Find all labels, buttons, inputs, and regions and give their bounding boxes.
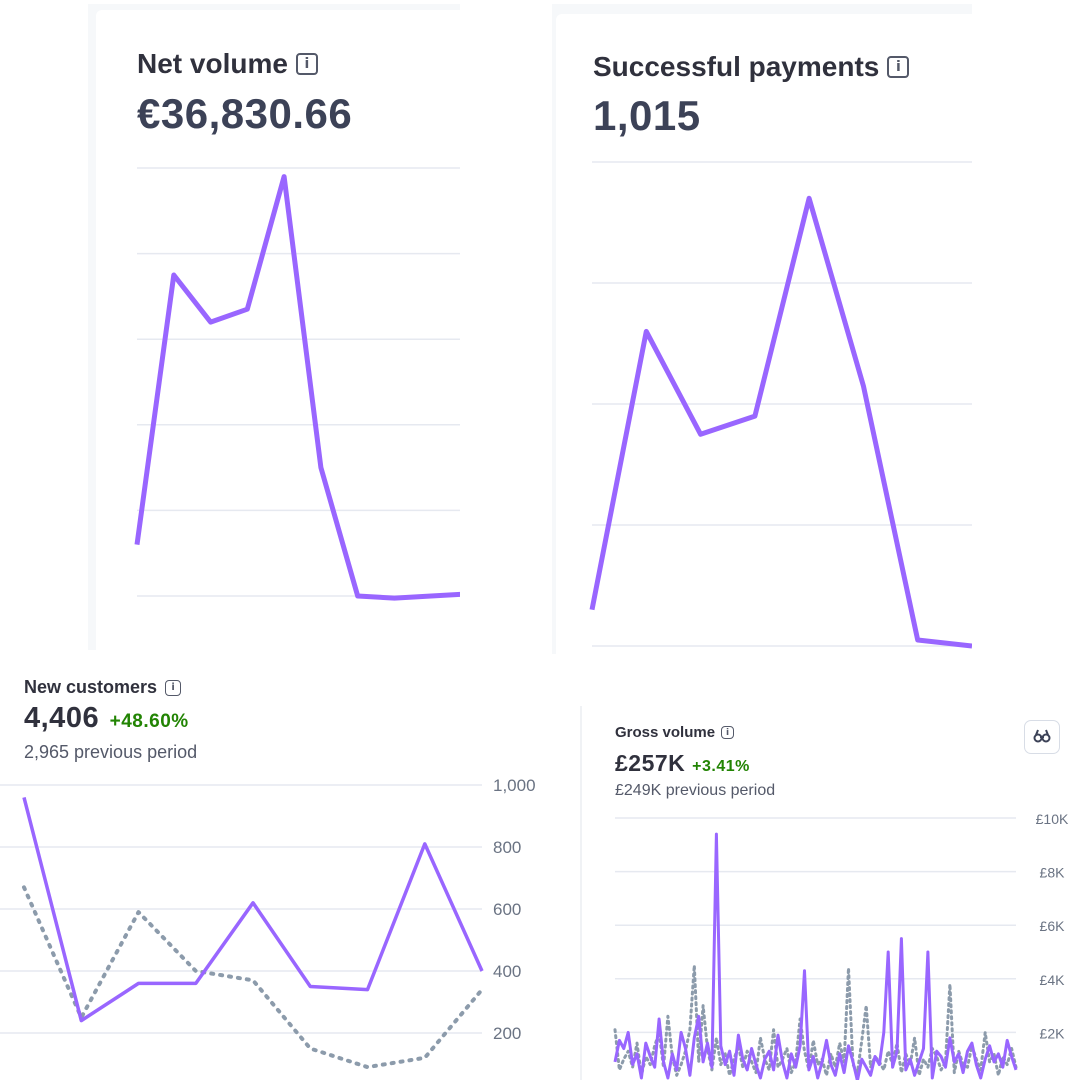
new-customers-title: New customers (24, 677, 158, 697)
successful-payments-value: 1,015 (593, 92, 701, 139)
gross-volume-chart: £10K £8K £6K £4K £2K (613, 811, 1069, 1080)
new-customers-chart: 1,000 800 600 400 200 (0, 776, 536, 1070)
y-tick-label: 200 (493, 1024, 521, 1043)
successful-payments-chart (589, 161, 972, 649)
comparison-series-line (613, 963, 1018, 1077)
series-line (134, 174, 460, 601)
y-tick-label: £6K (1040, 918, 1066, 934)
y-tick-label: 600 (493, 900, 521, 919)
successful-payments-panel: Successful payments i 1,015 (552, 4, 972, 654)
y-tick-label: 800 (493, 838, 521, 857)
gross-volume-value-row: £257K +3.41% (615, 750, 750, 777)
gross-volume-panel[interactable]: Gross volume i £257K +3.41% £249K previo… (580, 706, 1080, 1080)
successful-payments-title-row: Successful payments i (593, 51, 910, 83)
net-volume-title-row: Net volume i (137, 48, 318, 80)
y-tick-label: £8K (1040, 865, 1066, 881)
gross-volume-change: +3.41% (692, 758, 750, 775)
y-tick-label: £10K (1036, 811, 1069, 827)
new-customers-value: 4,406 (24, 702, 100, 734)
net-volume-panel: Net volume i €36,830.66 (88, 4, 460, 654)
y-tick-label: £4K (1040, 972, 1066, 988)
new-customers-previous: 2,965 previous period (24, 742, 198, 762)
gross-volume-previous: £249K previous period (615, 782, 776, 799)
info-icon[interactable]: i (165, 679, 182, 696)
gross-volume-title-row: Gross volume i (615, 724, 735, 741)
y-tick-label: 1,000 (493, 776, 536, 795)
new-customers-panel[interactable]: New customers i 4,406 +48.60% 2,965 prev… (0, 650, 540, 1080)
net-volume-card[interactable]: Net volume i €36,830.66 (96, 10, 460, 654)
y-tick-label: £2K (1040, 1025, 1066, 1041)
net-volume-value: €36,830.66 (137, 90, 353, 137)
expand-chart-button[interactable] (1024, 720, 1060, 754)
successful-payments-title: Successful payments (593, 51, 880, 82)
info-icon[interactable]: i (887, 56, 910, 78)
gross-volume-value: £257K (615, 750, 686, 776)
y-tick-label: 400 (493, 962, 521, 981)
info-icon[interactable]: i (295, 53, 318, 75)
net-volume-title: Net volume (137, 48, 288, 79)
new-customers-value-row: 4,406 +48.60% (24, 702, 189, 735)
gross-volume-title: Gross volume (615, 724, 716, 741)
binoculars-icon (1033, 728, 1051, 747)
series-line (613, 832, 1018, 1080)
series-line (589, 195, 972, 649)
successful-payments-card[interactable]: Successful payments i 1,015 (556, 14, 972, 654)
info-icon[interactable]: i (721, 726, 735, 739)
net-volume-chart (134, 167, 460, 601)
new-customers-title-row: New customers i (24, 677, 182, 698)
new-customers-change: +48.60% (109, 711, 189, 732)
series-line (22, 796, 484, 1023)
comparison-series-line (22, 885, 484, 1070)
